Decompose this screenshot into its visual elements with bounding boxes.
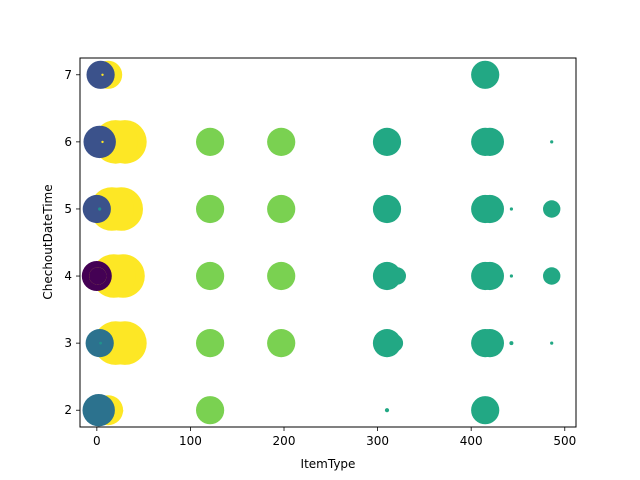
data-point (372, 329, 402, 358)
data-point (471, 60, 500, 89)
data-point (550, 341, 554, 345)
data-point (101, 73, 104, 77)
x-axis: 0 100 200 300 400 500 (93, 427, 576, 448)
y-tick-label: 6 (64, 135, 72, 149)
data-point (267, 127, 296, 156)
data-points (81, 60, 561, 427)
data-point (119, 408, 124, 413)
data-point (196, 396, 225, 425)
y-tick-label: 3 (64, 336, 72, 350)
data-point (83, 125, 116, 159)
data-point (196, 261, 225, 291)
x-tick-label: 0 (93, 434, 101, 448)
x-axis-label: ItemType (301, 457, 356, 471)
x-tick-label: 400 (460, 434, 483, 448)
data-point (372, 127, 402, 156)
data-point (101, 140, 104, 144)
data-point (196, 194, 225, 224)
data-point (267, 261, 296, 291)
y-axis-label: ChechoutDateTime (41, 184, 55, 299)
x-tick-label: 500 (553, 434, 576, 448)
data-point (89, 267, 107, 285)
x-tick-label: 100 (179, 434, 202, 448)
plot-frame (79, 57, 577, 428)
data-point (471, 261, 500, 291)
y-tick-label: 5 (64, 202, 72, 216)
data-point (267, 329, 296, 358)
y-tick-label: 7 (64, 68, 72, 82)
data-point (99, 341, 102, 345)
data-point (471, 396, 500, 425)
x-tick-label: 200 (273, 434, 296, 448)
data-point (509, 341, 514, 346)
x-tick-label: 300 (366, 434, 389, 448)
data-point (509, 207, 513, 211)
data-point (550, 140, 554, 144)
data-point (82, 194, 111, 224)
data-point (196, 329, 225, 358)
data-point (471, 329, 500, 358)
data-point (267, 194, 296, 224)
data-point (384, 408, 390, 413)
data-point (372, 194, 402, 224)
y-tick-label: 2 (64, 403, 72, 417)
data-point (509, 274, 513, 278)
data-point (98, 207, 102, 211)
data-point (543, 200, 561, 218)
y-axis: 2 3 4 5 6 7 (64, 68, 80, 417)
data-point (471, 127, 500, 156)
data-point (543, 267, 561, 285)
data-point (471, 194, 500, 224)
data-point (86, 60, 115, 89)
data-point (196, 127, 225, 156)
y-tick-label: 4 (64, 269, 72, 283)
data-point (82, 394, 115, 427)
data-point (372, 261, 402, 291)
